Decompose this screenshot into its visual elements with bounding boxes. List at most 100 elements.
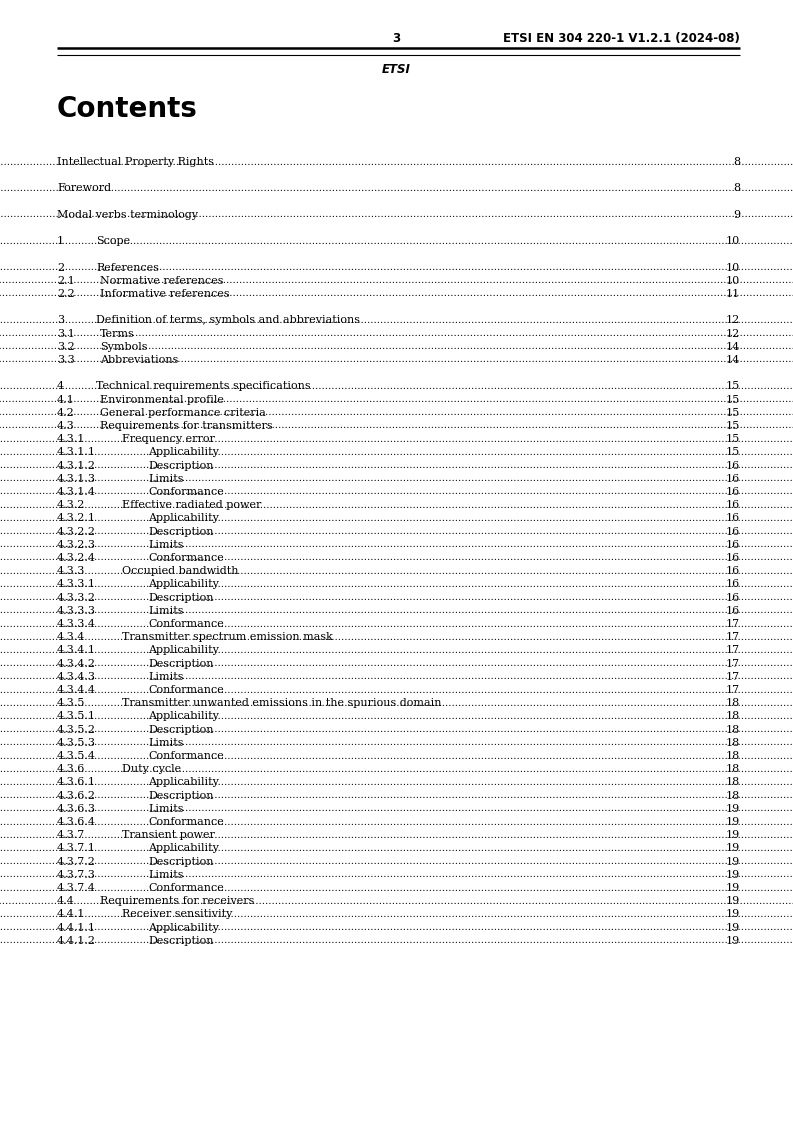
Text: 3: 3 <box>393 31 400 45</box>
Text: 4.3.2.1: 4.3.2.1 <box>57 514 96 523</box>
Text: 3.2: 3.2 <box>57 342 75 352</box>
Text: ................................................................................: ........................................… <box>0 434 793 443</box>
Text: 16: 16 <box>726 461 740 470</box>
Text: 12: 12 <box>726 315 740 325</box>
Text: ................................................................................: ........................................… <box>0 672 793 681</box>
Text: 16: 16 <box>726 487 740 497</box>
Text: ................................................................................: ........................................… <box>0 553 793 562</box>
Text: 12: 12 <box>726 329 740 339</box>
Text: Conformance: Conformance <box>148 619 224 629</box>
Text: Limits: Limits <box>148 672 183 682</box>
Text: 19: 19 <box>726 883 740 893</box>
Text: 18: 18 <box>726 725 740 735</box>
Text: 15: 15 <box>726 381 740 392</box>
Text: Symbols: Symbols <box>100 342 147 352</box>
Text: ................................................................................: ........................................… <box>0 936 793 946</box>
Text: 15: 15 <box>726 421 740 431</box>
Text: 18: 18 <box>726 738 740 747</box>
Text: 16: 16 <box>726 553 740 563</box>
Text: 4.4: 4.4 <box>57 896 75 907</box>
Text: 17: 17 <box>726 632 740 642</box>
Text: 4.3.5.4: 4.3.5.4 <box>57 751 96 761</box>
Text: 4.1: 4.1 <box>57 395 75 405</box>
Text: 8: 8 <box>733 157 740 167</box>
Text: ................................................................................: ........................................… <box>0 765 793 774</box>
Text: 18: 18 <box>726 698 740 708</box>
Text: 2: 2 <box>57 263 64 273</box>
Text: ................................................................................: ........................................… <box>0 778 793 787</box>
Text: Applicability: Applicability <box>148 448 219 458</box>
Text: 4.4.1.2: 4.4.1.2 <box>57 936 96 946</box>
Text: 15: 15 <box>726 434 740 444</box>
Text: Applicability: Applicability <box>148 778 219 788</box>
Text: ................................................................................: ........................................… <box>0 237 793 246</box>
Text: 19: 19 <box>726 922 740 932</box>
Text: Technical requirements specifications: Technical requirements specifications <box>96 381 311 392</box>
Text: 4.3.6.3: 4.3.6.3 <box>57 803 96 813</box>
Text: 4.3.6.4: 4.3.6.4 <box>57 817 96 827</box>
Text: 4.3.7.1: 4.3.7.1 <box>57 844 96 854</box>
Text: ................................................................................: ........................................… <box>0 329 793 338</box>
Text: Environmental profile: Environmental profile <box>100 395 224 405</box>
Text: Applicability: Applicability <box>148 711 219 721</box>
Text: ................................................................................: ........................................… <box>0 157 793 166</box>
Text: Description: Description <box>148 592 213 603</box>
Text: Limits: Limits <box>148 870 183 880</box>
Text: ................................................................................: ........................................… <box>0 514 793 523</box>
Text: ................................................................................: ........................................… <box>0 910 793 919</box>
Text: 3.3: 3.3 <box>57 355 75 365</box>
Text: Effective radiated power: Effective radiated power <box>122 500 262 511</box>
Text: 18: 18 <box>726 778 740 788</box>
Text: Applicability: Applicability <box>148 844 219 854</box>
Text: 19: 19 <box>726 817 740 827</box>
Text: Conformance: Conformance <box>148 686 224 695</box>
Text: ................................................................................: ........................................… <box>0 276 793 285</box>
Text: ................................................................................: ........................................… <box>0 500 793 509</box>
Text: ................................................................................: ........................................… <box>0 711 793 721</box>
Text: Transient power: Transient power <box>122 830 215 840</box>
Text: ................................................................................: ........................................… <box>0 923 793 932</box>
Text: 11: 11 <box>726 289 740 298</box>
Text: 19: 19 <box>726 910 740 919</box>
Text: Terms: Terms <box>100 329 135 339</box>
Text: Description: Description <box>148 856 213 866</box>
Text: 19: 19 <box>726 803 740 813</box>
Text: Frequency error: Frequency error <box>122 434 215 444</box>
Text: Conformance: Conformance <box>148 817 224 827</box>
Text: 3.1: 3.1 <box>57 329 75 339</box>
Text: 4.3.1.2: 4.3.1.2 <box>57 461 96 470</box>
Text: ................................................................................: ........................................… <box>0 461 793 470</box>
Text: Description: Description <box>148 526 213 536</box>
Text: Occupied bandwidth: Occupied bandwidth <box>122 567 239 577</box>
Text: Applicability: Applicability <box>148 579 219 589</box>
Text: 4.3.4.2: 4.3.4.2 <box>57 659 96 669</box>
Text: ................................................................................: ........................................… <box>0 725 793 734</box>
Text: 10: 10 <box>726 237 740 246</box>
Text: 4.3.3.2: 4.3.3.2 <box>57 592 96 603</box>
Text: 16: 16 <box>726 592 740 603</box>
Text: 16: 16 <box>726 514 740 523</box>
Text: Conformance: Conformance <box>148 751 224 761</box>
Text: Informative references: Informative references <box>100 289 230 298</box>
Text: 4.3.2.4: 4.3.2.4 <box>57 553 96 563</box>
Text: Intellectual Property Rights: Intellectual Property Rights <box>57 157 214 167</box>
Text: 4.3.1.4: 4.3.1.4 <box>57 487 96 497</box>
Text: 19: 19 <box>726 856 740 866</box>
Text: 4.3.4.4: 4.3.4.4 <box>57 686 96 695</box>
Text: 16: 16 <box>726 567 740 577</box>
Text: ................................................................................: ........................................… <box>0 408 793 417</box>
Text: 4.3.7.2: 4.3.7.2 <box>57 856 96 866</box>
Text: 4.3.4.1: 4.3.4.1 <box>57 645 96 655</box>
Text: Description: Description <box>148 791 213 801</box>
Text: 4.3.7: 4.3.7 <box>57 830 86 840</box>
Text: 1: 1 <box>57 237 64 246</box>
Text: Limits: Limits <box>148 473 183 484</box>
Text: 16: 16 <box>726 473 740 484</box>
Text: 17: 17 <box>726 686 740 695</box>
Text: 4.3.5.2: 4.3.5.2 <box>57 725 96 735</box>
Text: 2.2: 2.2 <box>57 289 75 298</box>
Text: ................................................................................: ........................................… <box>0 356 793 365</box>
Text: 4.3.3.3: 4.3.3.3 <box>57 606 96 616</box>
Text: 4.3.3.4: 4.3.3.4 <box>57 619 96 629</box>
Text: 15: 15 <box>726 395 740 405</box>
